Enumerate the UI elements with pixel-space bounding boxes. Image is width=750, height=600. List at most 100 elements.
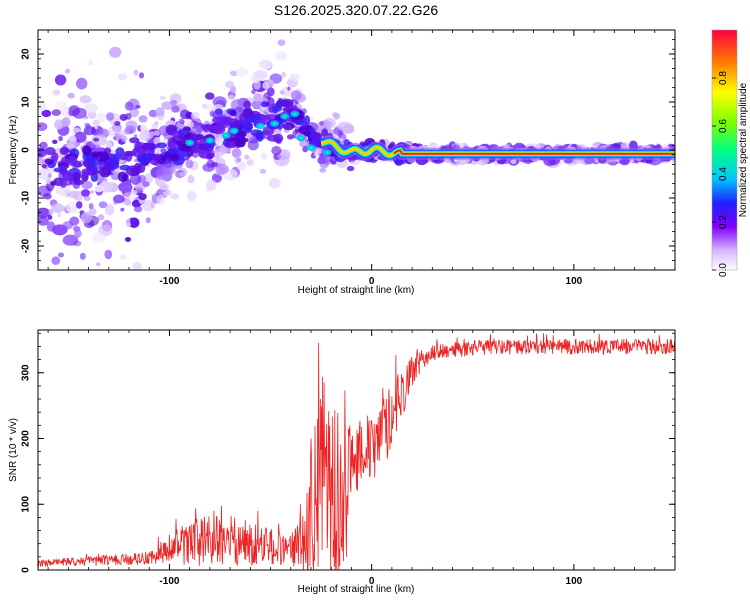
- spectrogram-cell: [73, 179, 85, 185]
- spectrogram-cell: [294, 120, 307, 126]
- spectrogram-cell: [268, 178, 281, 189]
- spectrogram-cell: [65, 202, 77, 213]
- spectrogram-cell: [142, 200, 156, 212]
- spectrogram-hot-core: [325, 151, 330, 154]
- spectrogram-cell: [84, 103, 98, 113]
- spectrogram-cell: [52, 139, 58, 144]
- spectrogram-cell: [268, 106, 276, 113]
- spectrogram-cell: [44, 158, 54, 165]
- spectrogram-cell: [177, 129, 186, 136]
- spectrogram-cell: [214, 148, 225, 158]
- snr-x-tick-label: 100: [566, 576, 583, 587]
- spectrogram-cell: [266, 134, 281, 142]
- spectrogram-cell: [87, 164, 99, 171]
- spectrogram-cell: [156, 168, 166, 180]
- spectrogram-cell: [59, 147, 70, 155]
- spectrogram-cell: [68, 190, 80, 199]
- spectrogram-cell: [277, 39, 286, 46]
- spectrogram-y-axis: -20 -10 0 10 20: [21, 29, 675, 271]
- spectrogram-cell: [235, 67, 249, 77]
- spectrogram-cell: [41, 109, 52, 118]
- spectrogram-cell: [169, 154, 180, 162]
- spectrogram-y-tick-label: 0: [21, 147, 32, 153]
- snr-y-tick-label: 100: [21, 495, 32, 512]
- ridge-core: [393, 149, 675, 155]
- spectrogram-cell: [52, 89, 60, 96]
- spectrogram-cell: [215, 163, 229, 175]
- snr-frame: [37, 329, 676, 571]
- spectrogram-hot-core: [224, 134, 229, 138]
- spectrogram-cell: [58, 252, 64, 258]
- spectrogram-cell: [319, 167, 327, 173]
- spectrogram-cell: [107, 125, 123, 137]
- spectrogram-cell: [74, 228, 82, 238]
- spectrogram-cell: [142, 142, 157, 151]
- spectrogram-cell: [230, 70, 238, 77]
- spectrogram-cell: [129, 107, 139, 118]
- spectrogram-cell: [138, 115, 148, 123]
- spectrogram-cell: [200, 124, 214, 130]
- spectrogram-cell: [310, 116, 314, 121]
- spectrogram-cell: [282, 122, 295, 131]
- spectrogram-cell: [62, 221, 73, 230]
- spectrogram-cell: [145, 217, 151, 224]
- spectrogram-cell: [38, 122, 48, 132]
- spectrogram-cell: [126, 221, 131, 228]
- spectrogram-cell: [51, 256, 61, 266]
- spectrogram-cell: [267, 79, 274, 84]
- spectrogram-cell: [185, 159, 194, 169]
- spectrogram-cell: [267, 87, 275, 97]
- spectrogram-cell: [159, 95, 166, 100]
- spectrogram-ridge: [320, 135, 675, 162]
- spectrogram-cell: [136, 187, 143, 194]
- spectrogram-cell: [74, 131, 87, 143]
- spectrogram-cell: [459, 142, 464, 148]
- snr-y-label: SNR (10 * v/v): [8, 418, 19, 482]
- spectrogram-cell: [54, 119, 64, 130]
- spectrogram-cell: [72, 107, 87, 119]
- snr-x-tick-label: -100: [159, 576, 179, 587]
- spectrogram-cell: [119, 164, 131, 171]
- spectrogram-cell: [211, 162, 218, 167]
- spectrogram-hot-core: [298, 136, 303, 140]
- spectrogram-cell: [206, 104, 213, 112]
- spectrogram-cell: [113, 194, 125, 204]
- spectrogram-cell: [243, 100, 252, 109]
- spectrogram-cell: [179, 172, 185, 177]
- spectrogram-cell: [59, 177, 68, 188]
- figure-title: S126.2025.320.07.22.G26: [274, 2, 438, 18]
- spectrogram-cell: [136, 153, 151, 164]
- spectrogram-cell: [88, 60, 94, 66]
- spectrogram-cell: [260, 101, 269, 108]
- spectrogram-cell: [239, 108, 244, 113]
- spectrogram-cell: [187, 190, 197, 202]
- spectrogram-x-tick-label: 100: [566, 276, 583, 287]
- spectrogram-cell: [115, 147, 125, 156]
- spectrogram-cell: [79, 252, 86, 260]
- snr-x-axis: -100 0 100: [47, 330, 676, 587]
- spectrogram-cell: [323, 117, 336, 129]
- spectrogram-cell: [125, 112, 132, 120]
- spectrogram-cell: [96, 262, 101, 267]
- spectrogram-cell: [171, 105, 180, 113]
- spectrogram-cell: [46, 178, 52, 184]
- spectrogram-cell: [92, 119, 100, 126]
- spectrogram-hot-core: [282, 115, 287, 118]
- spectrogram-cell: [142, 181, 150, 188]
- spectrogram-cell: [246, 159, 254, 166]
- spectrogram-cell: [229, 110, 237, 117]
- spectrogram-cell: [151, 122, 159, 130]
- spectrogram-cell: [253, 93, 263, 102]
- spectrogram-cell: [124, 237, 132, 242]
- spectrogram-cell: [235, 130, 245, 140]
- spectrogram-cell: [337, 121, 352, 132]
- spectrogram-hot-core: [232, 129, 237, 133]
- spectrogram-cell: [187, 174, 195, 184]
- spectrogram-cell: [189, 143, 203, 154]
- spectrogram-cell: [47, 214, 53, 220]
- spectrogram-cell: [170, 193, 179, 200]
- spectrogram-cell: [253, 80, 261, 90]
- spectrogram-cell: [85, 123, 91, 130]
- spectrogram-cell: [58, 135, 63, 142]
